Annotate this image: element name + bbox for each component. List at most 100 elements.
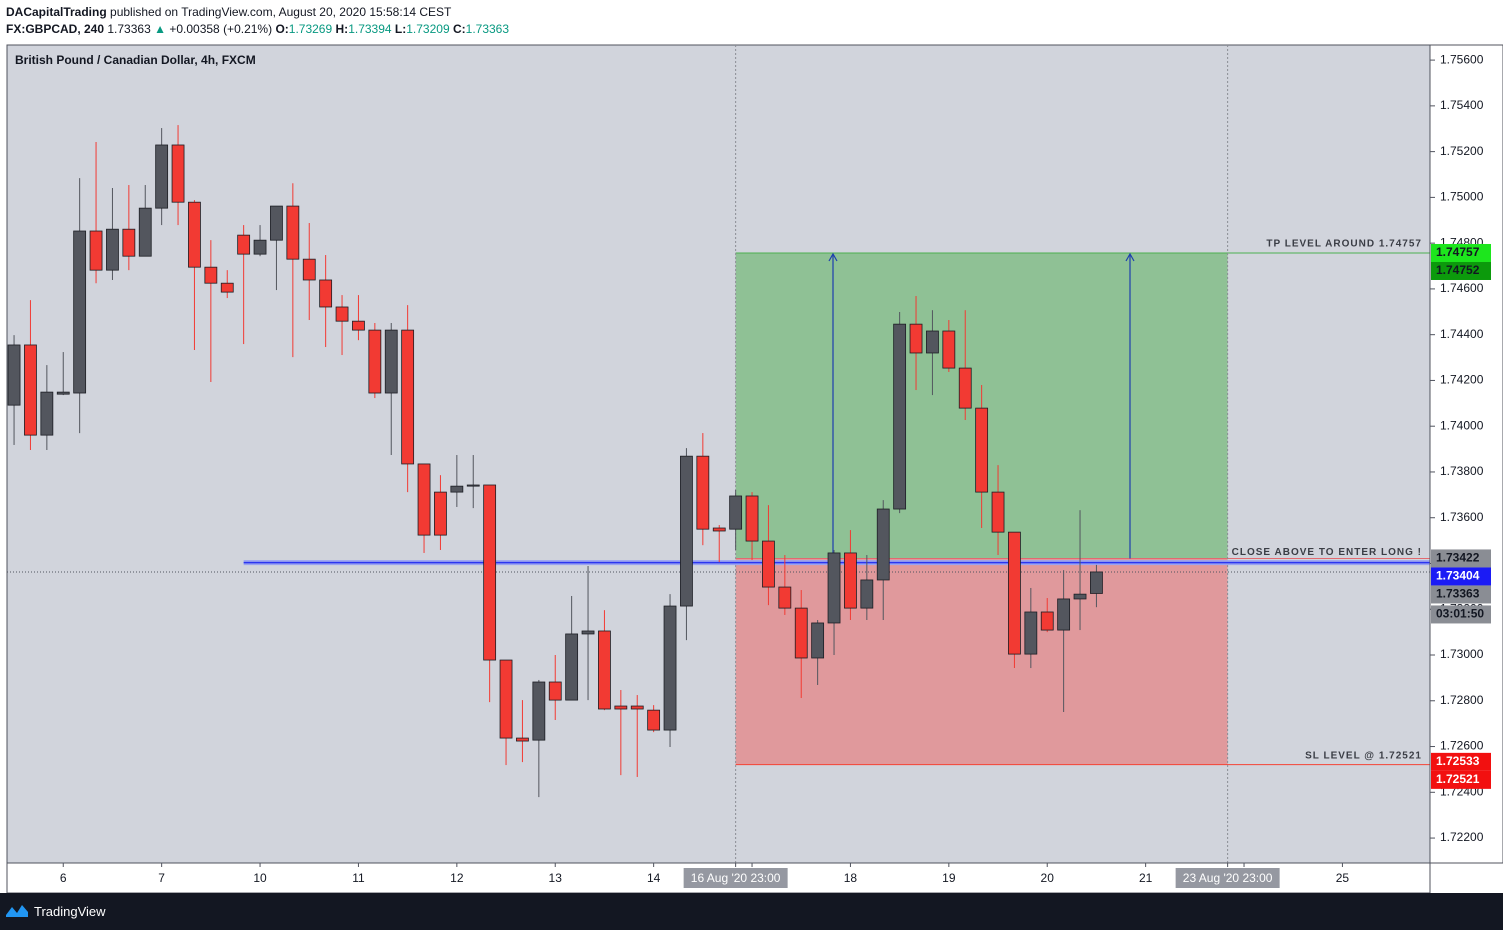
brand: TradingView: [34, 904, 106, 919]
candle-body: [188, 201, 201, 268]
y-tick-label: 1.72600: [1440, 739, 1484, 753]
ohlc-value: 1.73269: [288, 22, 333, 36]
candle-body: [401, 329, 415, 465]
candle-body: [40, 391, 54, 436]
candle-body: [680, 455, 693, 607]
candle-body: [122, 228, 136, 257]
change: +0.00358 (+0.21%): [169, 22, 273, 36]
candle-body: [171, 144, 185, 203]
price-label-box: [1431, 243, 1491, 262]
candle-body: [811, 622, 825, 659]
candle-body: [647, 709, 661, 731]
x-tick-label: 20: [1041, 871, 1055, 885]
x-tick-label: 14: [647, 871, 661, 885]
symbol: FX:GBPCAD, 240: [6, 22, 105, 36]
candle-body: [893, 323, 907, 510]
price-label: 1.73422: [1436, 551, 1480, 565]
x-tick-label: 25: [1336, 871, 1350, 885]
x-tick-label: 16 Aug '20 23:00: [691, 871, 781, 885]
candle-body: [466, 484, 480, 487]
candle-body: [155, 144, 169, 209]
candle-body: [24, 344, 37, 436]
candle-body: [434, 491, 447, 536]
x-tick-label: 12: [450, 871, 464, 885]
published: published on TradingView.com, August 20,…: [110, 5, 452, 19]
arrow-head: [828, 252, 838, 262]
y-tick-label: 1.75600: [1440, 52, 1484, 66]
candle-body: [270, 205, 283, 241]
price-label-box: [1431, 549, 1491, 568]
candle-body: [958, 367, 972, 409]
x-tick-label: 10: [253, 871, 267, 885]
ohlc-label: C:: [452, 22, 466, 36]
x-tick-label: 6: [60, 871, 67, 885]
candle-body: [548, 681, 562, 701]
footer: TradingView: [0, 893, 1503, 930]
candle-body: [630, 705, 644, 710]
candle-body: [384, 329, 398, 394]
candle-body: [450, 485, 464, 493]
price-label: 1.74752: [1436, 263, 1480, 277]
candle-body: [1090, 571, 1103, 594]
candle-body: [844, 552, 857, 609]
y-tick-label: 1.74200: [1440, 373, 1484, 387]
candle-body: [565, 633, 579, 701]
candle-body: [499, 659, 513, 739]
candle-body: [614, 705, 628, 710]
header-line-1: DACapitalTrading published on TradingVie…: [6, 4, 509, 21]
price-label-box: [1431, 567, 1491, 586]
candle-body: [56, 391, 70, 395]
x-tick-label: 21: [1139, 871, 1153, 885]
candle-body: [991, 491, 1005, 533]
logo: [6, 905, 28, 917]
candle-body: [138, 207, 152, 257]
price-label: 1.74757: [1436, 245, 1480, 259]
candle-body: [1008, 531, 1021, 655]
publisher: DACapitalTrading: [6, 5, 107, 19]
candle-body: [942, 330, 956, 369]
price-label: 1.73404: [1436, 569, 1480, 583]
header-line-2: FX:GBPCAD, 240 1.73363 ▲ +0.00358 (+0.21…: [6, 21, 509, 38]
candle-body: [745, 495, 759, 542]
candle-body: [483, 484, 497, 661]
candle-body: [778, 586, 792, 609]
x-highlight-box: [683, 868, 788, 888]
x-tick-label: 13: [549, 871, 563, 885]
entry-label: CLOSE ABOVE TO ENTER LONG !: [1232, 547, 1422, 558]
y-tick-label: 1.75400: [1440, 98, 1484, 112]
y-tick-label: 1.72200: [1440, 830, 1484, 844]
candle-body: [335, 306, 349, 322]
candle-body: [581, 630, 595, 635]
ohlc-label: O:: [275, 22, 289, 36]
candle-body: [286, 205, 300, 260]
price-label: 1.72521: [1436, 772, 1480, 786]
countdown: 03:01:50: [1436, 607, 1484, 621]
candle-body: [417, 463, 431, 536]
candle-body: [663, 605, 677, 731]
y-tick-label: 1.75200: [1440, 144, 1484, 158]
y-tick-label: 1.74400: [1440, 327, 1484, 341]
price-label-box: [1431, 770, 1491, 789]
arrow-head: [1125, 252, 1135, 262]
loss-zone: [735, 558, 1228, 765]
ohlc-label: H:: [335, 22, 349, 36]
header: DACapitalTrading published on TradingVie…: [6, 4, 509, 38]
candle-body: [7, 344, 21, 406]
last-price: 1.73363: [107, 22, 151, 36]
candle-body: [1040, 611, 1054, 631]
y-tick-label: 1.73800: [1440, 464, 1484, 478]
ohlc-label: L:: [394, 22, 407, 36]
y-tick-label: 1.75000: [1440, 190, 1484, 204]
x-highlight-box: [1175, 868, 1280, 888]
candle-body: [204, 266, 218, 284]
chart-title: British Pound / Canadian Dollar, 4h, FXC…: [15, 53, 256, 67]
y-tick-label: 1.74000: [1440, 418, 1484, 432]
candle-body: [712, 527, 726, 532]
candle-body: [89, 230, 103, 271]
candle-body: [860, 579, 874, 609]
x-tick-label: 19: [942, 871, 956, 885]
candle-body: [73, 230, 87, 394]
candle-body: [926, 330, 939, 354]
candle-body: [598, 630, 611, 710]
